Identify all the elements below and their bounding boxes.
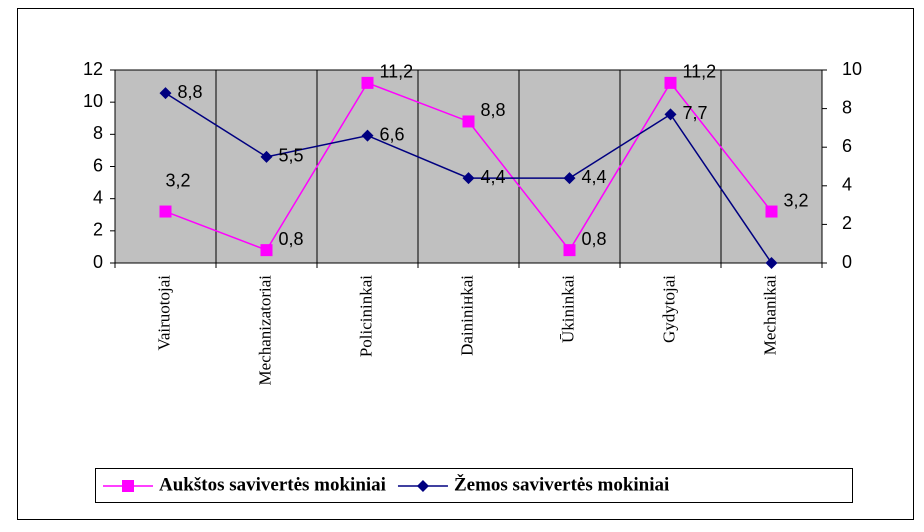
data-point	[260, 244, 273, 257]
data-point	[462, 172, 475, 185]
data-point	[563, 172, 576, 185]
y-tick-label: 10	[83, 91, 103, 111]
data-label: 5,5	[279, 146, 304, 166]
y2-tick-label: 6	[842, 136, 852, 156]
y2-tick-label: 2	[842, 213, 852, 233]
data-label: 3,2	[166, 170, 191, 190]
data-point	[462, 115, 475, 128]
data-point	[765, 205, 778, 218]
y-tick-label: 0	[93, 252, 103, 272]
y-tick-label: 8	[93, 123, 103, 143]
data-point	[361, 76, 374, 89]
data-label: 3,2	[784, 190, 809, 210]
data-label: 4,4	[481, 167, 506, 187]
data-label: 8,8	[481, 100, 506, 120]
y2-tick-label: 10	[842, 59, 862, 79]
x-tick-label: Vairuotojai	[154, 275, 173, 351]
data-label: 4,4	[582, 167, 607, 187]
x-tick-label: Mechanikai	[760, 275, 779, 356]
data-label: 11,2	[683, 62, 717, 82]
legend-label: Žemos savivertės mokiniai	[454, 473, 669, 495]
plot-area	[114, 69, 823, 264]
data-label: 0,8	[279, 229, 304, 249]
y-tick-label: 4	[93, 187, 103, 207]
y2-tick-label: 4	[842, 175, 852, 195]
y2-tick-label: 0	[842, 252, 852, 272]
y-tick-label: 6	[93, 155, 103, 175]
x-tick-label: Daininінkai	[457, 275, 476, 356]
data-point	[361, 129, 374, 142]
data-point	[563, 244, 576, 257]
legend-marker	[122, 480, 134, 492]
x-tick-label: Gydytojai	[659, 275, 678, 343]
x-tick-label: Ūkininkai	[558, 275, 577, 343]
data-point	[260, 150, 273, 163]
data-label: 0,8	[582, 229, 607, 249]
legend-label: Aukštos savivertės mokiniai	[159, 474, 386, 495]
data-label: 8,8	[178, 82, 203, 102]
legend	[95, 468, 853, 503]
data-point	[664, 108, 677, 121]
data-label: 6,6	[380, 124, 405, 144]
legend-marker	[416, 480, 429, 492]
y2-tick-label: 8	[842, 97, 852, 117]
y-tick-label: 2	[93, 220, 103, 240]
y-tick-label: 12	[83, 59, 103, 79]
data-point	[765, 257, 778, 269]
data-point	[159, 87, 172, 100]
x-tick-label: Policininkai	[356, 275, 375, 357]
x-tick-label: Mechanizatoriai	[255, 275, 274, 386]
data-point	[159, 205, 172, 218]
data-label: 7,7	[683, 103, 708, 123]
data-point	[664, 76, 677, 89]
data-label: 11,2	[380, 62, 414, 82]
